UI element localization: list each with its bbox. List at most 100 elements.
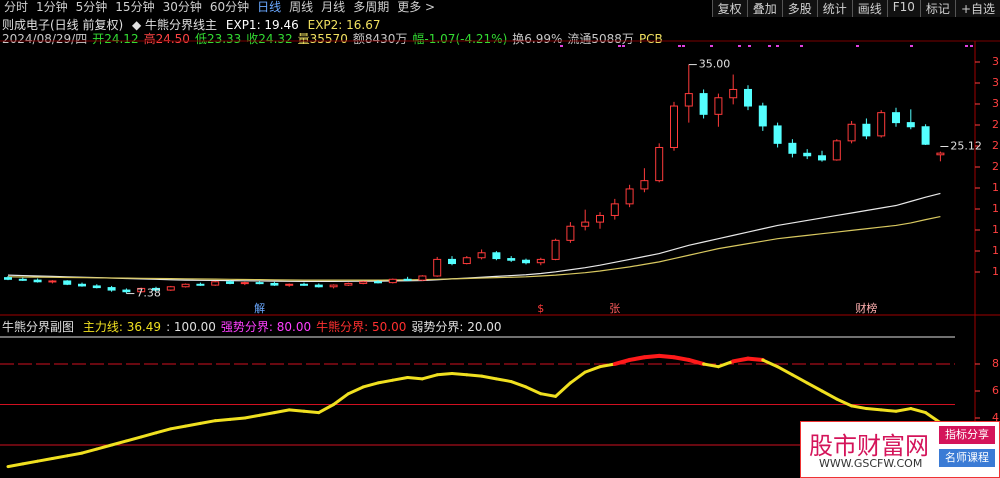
main-line-segment [154,427,173,435]
legend-item: 牛熊分界: 50.00 [316,320,407,334]
signal-dot [856,45,859,47]
candle-body [803,152,812,157]
quote-line: 2024/08/29/四 开24.12 高24.50 低23.33 收24.32 量355… [2,30,668,47]
main-line-segment [21,459,40,466]
period-tab[interactable]: 5分钟 [75,0,108,14]
candle-body [181,283,190,288]
candle-body [477,252,486,259]
main-line-segment [50,454,69,460]
watermark: 股市财富网 WWW.GSCFW.COM 指标分享 名师课程 [800,421,1000,478]
tool-button[interactable]: 复权 [711,0,747,17]
main-line-segment [850,404,868,411]
signal-dot [682,45,685,47]
main-line-segment [272,408,291,415]
period-tab[interactable]: 60分钟 [209,0,250,14]
main-line-segment [494,377,513,384]
main-line-segment [258,411,276,417]
y-axis-label: 2 [992,139,999,152]
quote-item: 流通5088万 [567,32,634,46]
y-tick-label: 8 [992,357,999,370]
candle-body [285,283,294,286]
quote-item: 低23.33 [194,32,242,46]
event-marker: $ [537,302,544,315]
main-line-segment [702,362,720,369]
main-line-segment [612,357,632,366]
candle-body [699,93,708,115]
main-line-segment [302,409,321,415]
candle-body [714,97,723,115]
candle-body [462,257,471,265]
event-marker: 解 [254,301,265,315]
quote-item: 额8430万 [352,32,408,46]
candle-body [152,287,160,291]
toolbar: 分时 1分钟 5分钟 15分钟 30分钟 60分钟 日线 周线 月线 多周期 更多 > 复权 叠加 多股… [0,0,1000,17]
exp2-value: EXP2: 16.67 [307,18,381,32]
y-axis-label: 1 [992,223,999,236]
main-line-segment [554,381,572,398]
tool-button[interactable]: 多股 [781,0,817,17]
legend-item: 弱势分界: 20.00 [411,320,502,334]
period-tab[interactable]: 周线 [289,0,314,14]
candle-body [566,225,575,241]
main-line-segment [672,355,691,362]
main-line-segment [406,376,424,381]
main-line-segment [420,373,439,381]
tool-button[interactable]: F10 [886,0,920,17]
candle-body [344,282,353,286]
candle-body [522,259,530,264]
candle-body [536,258,545,264]
period-tab[interactable]: 30分钟 [162,0,202,14]
period-tab[interactable]: 日线 [257,0,282,14]
main-line-segment [198,419,217,425]
tool-button[interactable]: +自选 [954,0,1000,17]
candle-body [877,112,886,137]
signal-dot [560,45,563,47]
tool-button[interactable]: 标记 [919,0,955,17]
quote-item: 换6.99% [512,32,563,46]
main-line-segment [213,417,232,423]
candle-body [684,93,693,107]
tool-button[interactable]: 叠加 [746,0,782,17]
candle-body [492,252,501,260]
main-line-segment [480,374,498,381]
quote-item: 开24.12 [92,32,139,46]
candle-body [388,278,397,284]
candle-body [596,214,604,223]
quote-item: 高24.50 [143,32,190,46]
main-line-segment [376,378,395,385]
period-tab[interactable]: 分时 [4,0,29,14]
candle-body [92,285,101,289]
main-line-segment [169,424,188,431]
ma-line [7,215,941,281]
main-line-segment [894,407,913,413]
signal-dot [800,45,803,47]
main-line-segment [805,381,824,393]
signal-dot [678,45,681,47]
period-tab[interactable]: 15分钟 [115,0,155,14]
candle-body [359,281,368,284]
period-tab[interactable]: 多周期 [353,0,390,14]
quote-item: 幅-1.07(-4.21%) [412,32,508,46]
period-tab[interactable]: 月线 [321,0,346,14]
y-axis-label: 1 [992,265,999,278]
indicator-name: ◆ 牛熊分界线主 [132,18,218,32]
period-tab[interactable]: 1分钟 [36,0,68,14]
candle-body [122,289,131,293]
main-line-segment [80,447,99,455]
candle-body [448,258,456,265]
candle-body [314,284,323,288]
candle-body [818,155,826,161]
tool-button[interactable]: 画线 [851,0,887,17]
main-line-segment [139,431,158,439]
tool-buttons: 复权 叠加 多股 统计 画线 F10 标记 +自选 [711,0,1000,17]
candle-body [78,283,86,287]
sub-legend: 牛熊分界副图 主力线: 36.49: 100.00 强势分界: 80.00 牛熊分界… [2,318,507,335]
main-line-segment [716,359,735,369]
candle-body [758,105,767,127]
candle-body [610,203,619,216]
main-line-segment [509,380,528,389]
tool-button[interactable]: 统计 [816,0,852,17]
watermark-tag: 名师课程 [939,449,995,467]
main-line-segment [317,403,336,415]
period-tab[interactable]: 更多 > [397,0,436,14]
